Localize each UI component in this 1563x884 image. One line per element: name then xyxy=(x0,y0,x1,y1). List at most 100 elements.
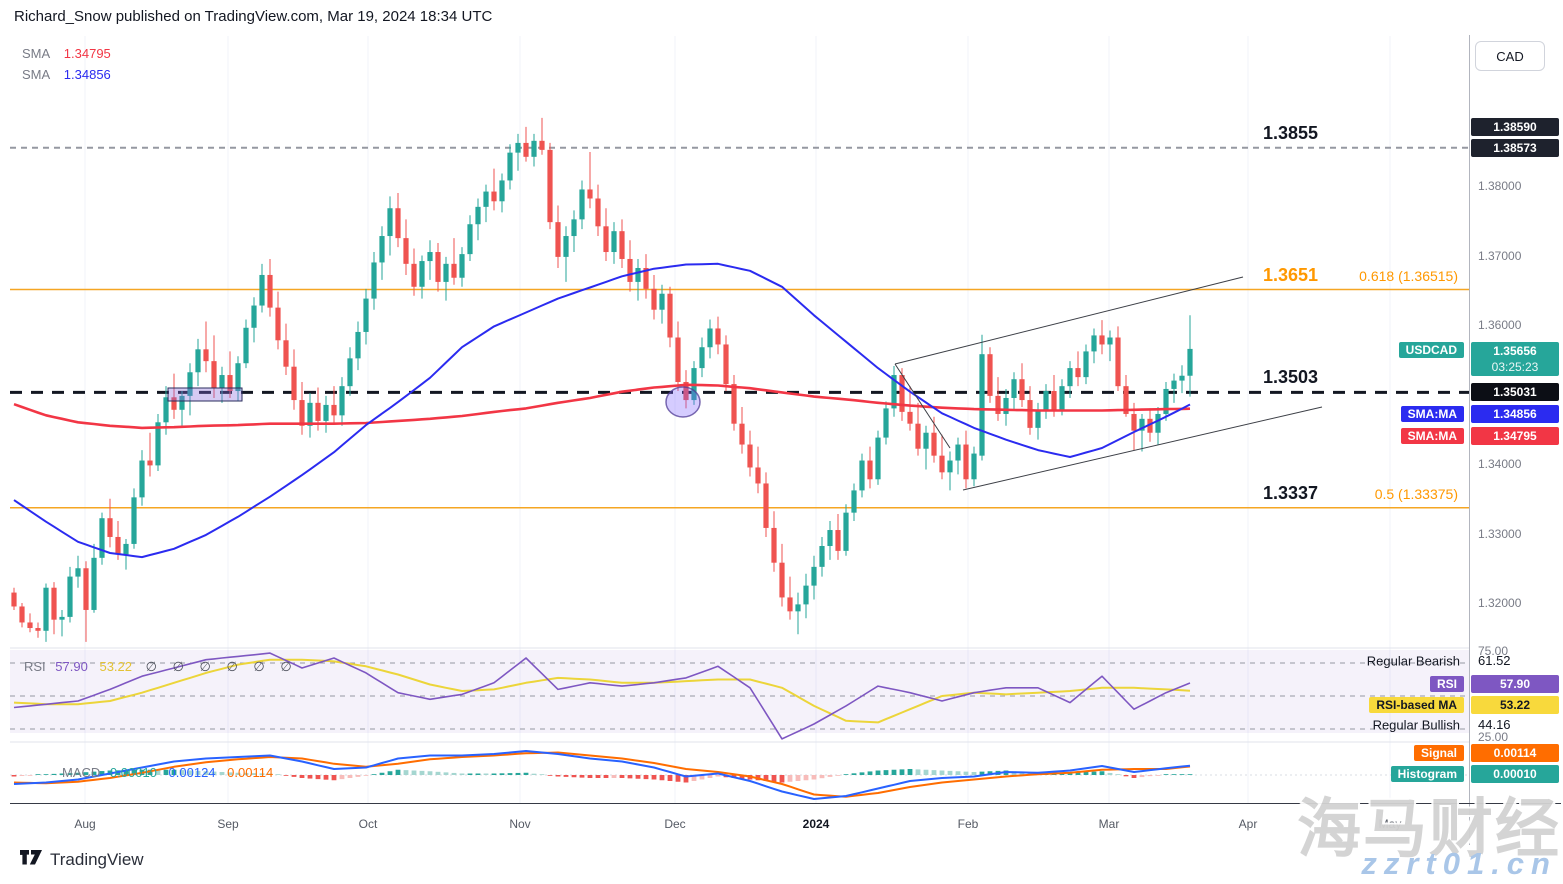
axis-badge: 53.22 xyxy=(1471,696,1559,714)
time-axis-label-sep[interactable]: Sep xyxy=(217,817,239,831)
time-axis-label-mar[interactable]: Mar xyxy=(1098,817,1120,831)
time-axis-label-may[interactable]: May xyxy=(1378,817,1402,831)
macd-histogram-bar xyxy=(1139,775,1145,778)
highlight-ellipse[interactable] xyxy=(665,386,701,418)
price-axis-tick: 1.34000 xyxy=(1478,457,1522,471)
time-axis-label-apr[interactable]: Apr xyxy=(1238,817,1258,831)
candle-body xyxy=(963,444,969,480)
rsi-value: 57.90 xyxy=(55,659,88,674)
series-label-histogram: Histogram xyxy=(1390,766,1464,782)
candle-body xyxy=(147,460,153,466)
macd-histogram-bar xyxy=(955,771,961,775)
trendline[interactable] xyxy=(962,406,1323,491)
macd-histogram-bar xyxy=(291,775,297,777)
sma-slow-line xyxy=(13,262,1191,559)
candle-body xyxy=(603,226,609,253)
sma-value-blue: 1.34856 xyxy=(63,67,111,82)
trendline[interactable] xyxy=(894,276,1244,365)
macd-histogram-bar xyxy=(787,775,793,782)
macd-histogram-bar xyxy=(371,774,377,775)
time-axis-label-oct[interactable]: Oct xyxy=(358,817,378,831)
macd-histogram-bar xyxy=(659,775,665,781)
candle-body xyxy=(27,622,33,629)
trendline[interactable] xyxy=(894,363,951,449)
candle-body xyxy=(19,606,25,623)
macd-histogram-bar xyxy=(619,775,625,778)
time-axis-label-aug[interactable]: Aug xyxy=(74,817,96,831)
macd-histogram-bar xyxy=(947,770,953,775)
rsi-hidden-values: ∅ ∅ ∅ ∅ ∅ ∅ xyxy=(145,659,298,674)
price-axis-tick: 1.38000 xyxy=(1478,179,1522,193)
candle-body xyxy=(1075,368,1081,378)
macd-histogram-bar xyxy=(795,775,801,781)
candle-body xyxy=(227,375,233,392)
candle-body xyxy=(707,328,713,348)
candle-body xyxy=(523,142,529,157)
sma-legend-row-2[interactable]: SMA 1.34856 xyxy=(22,67,111,82)
macd-histogram-bar xyxy=(427,771,433,775)
candle-body xyxy=(851,490,857,513)
macd-histogram-bar xyxy=(203,771,209,775)
currency-toggle-button[interactable]: CAD xyxy=(1475,41,1545,71)
highlight-box[interactable] xyxy=(167,387,243,402)
candle-body xyxy=(179,395,185,410)
macd-histogram-bar xyxy=(99,771,105,775)
macd-histogram-bar xyxy=(35,774,41,775)
sma-legend-row-1[interactable]: SMA 1.34795 xyxy=(22,46,111,61)
macd-histogram-bar xyxy=(627,775,633,779)
time-axis-label-nov[interactable]: Nov xyxy=(509,817,531,831)
macd-histogram-bar xyxy=(867,771,873,775)
macd-histogram-bar xyxy=(987,771,993,775)
macd-histogram-bar xyxy=(467,773,473,775)
time-axis-label-2024[interactable]: 2024 xyxy=(802,817,830,831)
macd-histogram-bar xyxy=(75,772,81,775)
candle-body xyxy=(267,274,273,308)
macd-histogram-bar xyxy=(435,771,441,775)
macd-histogram-bar xyxy=(739,775,745,779)
candle-body xyxy=(795,604,801,612)
sma-label: SMA xyxy=(22,67,51,82)
candle-body xyxy=(563,236,569,257)
candle-body xyxy=(195,349,201,373)
candle-body xyxy=(675,337,681,382)
candle-body xyxy=(355,331,361,359)
candle-body xyxy=(1123,386,1129,414)
candle-body xyxy=(755,467,761,484)
candle-body xyxy=(883,408,889,438)
macd-signal-value: 0.00114 xyxy=(227,765,274,780)
chart-canvas[interactable] xyxy=(10,35,1469,845)
candle-body xyxy=(555,222,561,257)
rsi-ma-value: 53.22 xyxy=(99,659,133,674)
candle-body xyxy=(923,432,929,449)
macd-histogram-bar xyxy=(643,775,649,780)
candle-body xyxy=(315,402,321,421)
macd-histogram-bar xyxy=(883,770,889,775)
axis-badge: 1.34856 xyxy=(1471,405,1559,423)
tradingview-logo[interactable]: TradingView xyxy=(20,850,144,870)
macd-histogram-bar xyxy=(147,769,153,775)
rsi-legend[interactable]: RSI 57.90 53.22 ∅ ∅ ∅ ∅ ∅ ∅ xyxy=(24,659,298,675)
macd-histogram-bar xyxy=(307,775,313,779)
candle-body xyxy=(363,298,369,332)
candle-body xyxy=(1019,379,1025,401)
candle-body xyxy=(1091,335,1097,352)
candle-body xyxy=(411,263,417,287)
candle-body xyxy=(1163,388,1169,414)
candle-body xyxy=(515,142,521,153)
macd-histogram-bar xyxy=(875,770,881,775)
candle-body xyxy=(667,293,673,338)
time-axis-label-dec[interactable]: Dec xyxy=(664,817,686,831)
candle-body xyxy=(187,372,193,396)
macd-legend[interactable]: MACD 0.00010 0.00124 0.00114 xyxy=(62,765,273,780)
macd-histogram-bar xyxy=(459,773,465,775)
candle-body xyxy=(571,219,577,237)
macd-histogram-bar xyxy=(515,772,521,775)
time-axis-label-feb[interactable]: Feb xyxy=(957,817,979,831)
axis-badge: 0.00114 xyxy=(1471,744,1559,762)
watermark-url: zzrt01.cn xyxy=(1361,846,1557,881)
divergence-label: Regular Bearish xyxy=(1366,653,1460,669)
candle-body xyxy=(1051,391,1057,410)
candle-body xyxy=(75,568,81,577)
candle-body xyxy=(835,530,841,551)
macd-histogram-bar xyxy=(803,775,809,781)
